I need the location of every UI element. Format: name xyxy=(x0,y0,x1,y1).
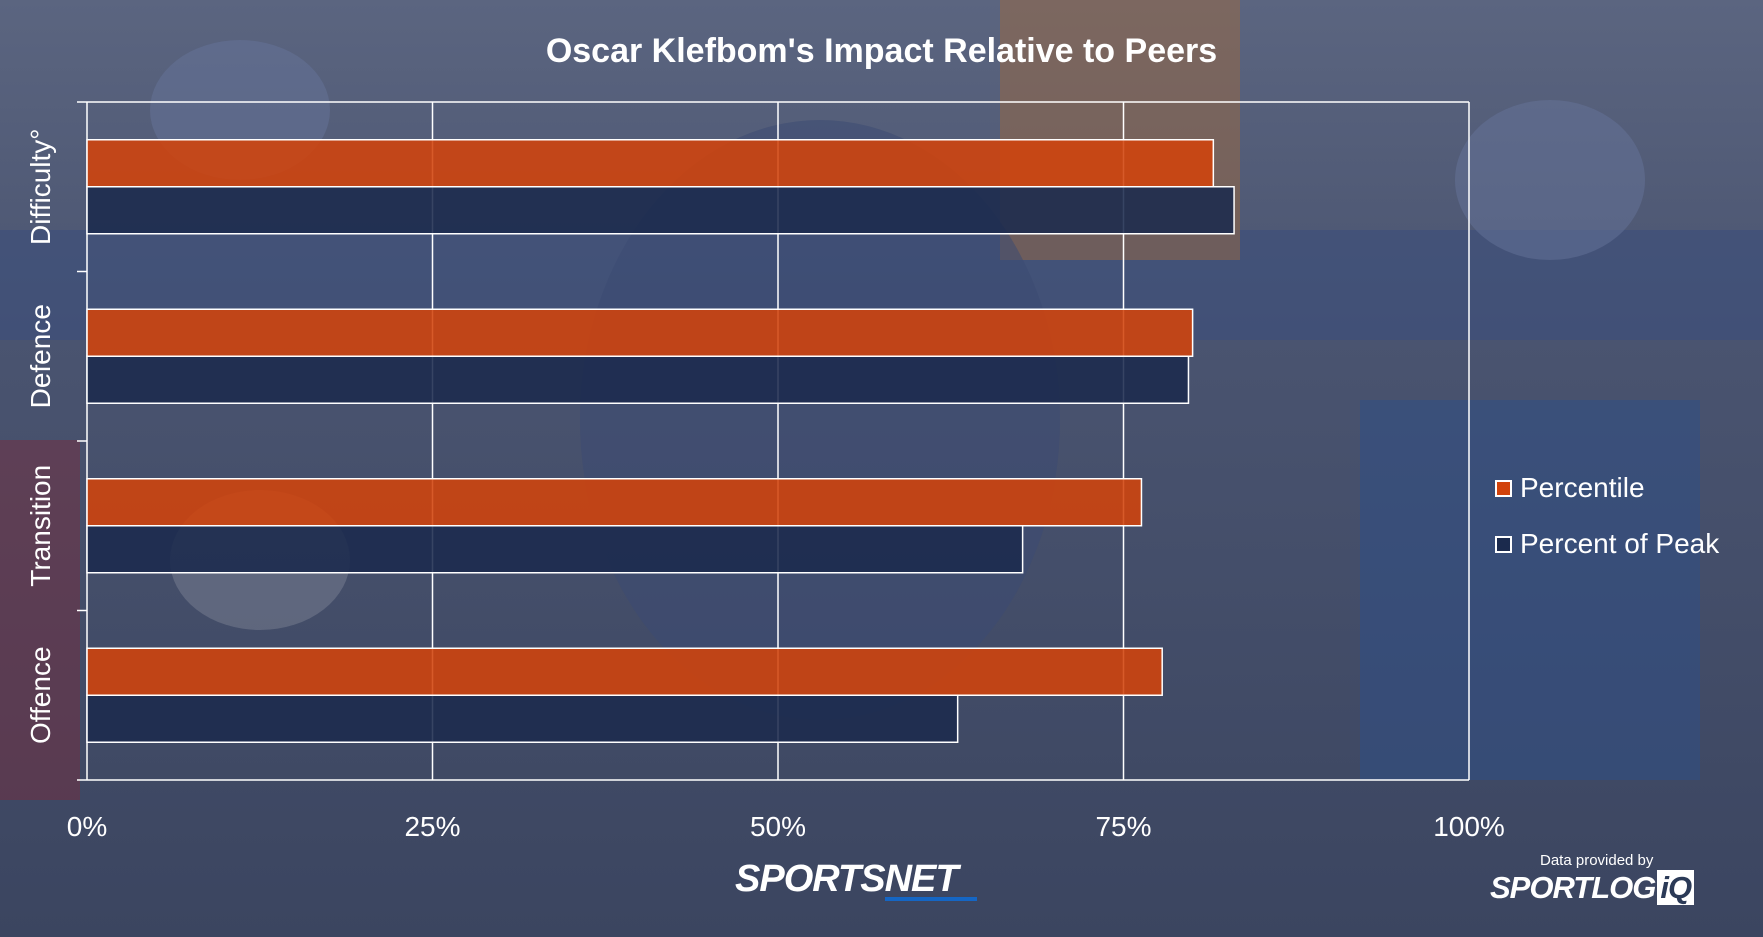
legend-swatch-percentile xyxy=(1495,479,1512,497)
category-labels: Difficulty° Defence Transition Offence xyxy=(25,129,56,745)
category-label: Defence xyxy=(25,304,56,408)
x-axis-tick-labels: 0% 25% 50% 75% 100% xyxy=(67,811,1505,842)
bar-defence-percent-of-peak xyxy=(86,355,1190,404)
bar-defence-percentile xyxy=(86,308,1194,357)
legend: Percentile Percent of Peak xyxy=(1495,460,1719,572)
sportlogiq-logo-suffix: iQ xyxy=(1657,870,1695,905)
sportlogiq-logo: SPORTLOG iQ xyxy=(1490,870,1695,906)
sportsnet-logo-text: SPORTSNET xyxy=(735,858,959,900)
x-tick-label: 100% xyxy=(1433,811,1505,842)
legend-item-percent-of-peak: Percent of Peak xyxy=(1495,516,1719,572)
category-label: Transition xyxy=(25,465,56,587)
legend-label-percent-of-peak: Percent of Peak xyxy=(1520,528,1720,559)
x-tick-label: 50% xyxy=(750,811,806,842)
bar-offence-percent-of-peak xyxy=(86,694,959,743)
bar-offence-percentile xyxy=(86,647,1163,696)
x-tick-label: 75% xyxy=(1095,811,1151,842)
bar-transition-percentile xyxy=(86,478,1143,527)
chart-title: Oscar Klefbom's Impact Relative to Peers xyxy=(545,32,1218,70)
legend-swatch-percent-of-peak xyxy=(1495,535,1512,553)
x-tick-label: 0% xyxy=(67,811,107,842)
legend-label-percentile: Percentile xyxy=(1520,472,1645,503)
bar-difficulty-percent-of-peak xyxy=(86,186,1235,235)
bar-transition-percent-of-peak xyxy=(86,525,1024,574)
sportlogiq-logo-text: SPORTLOG xyxy=(1490,870,1656,905)
sportsnet-logo: SPORTSNET xyxy=(735,858,977,901)
category-label: Offence xyxy=(25,646,56,744)
data-credit-text: Data provided by xyxy=(1540,852,1654,869)
legend-item-percentile: Percentile xyxy=(1495,460,1719,516)
x-tick-label: 25% xyxy=(404,811,460,842)
sportsnet-logo-underline xyxy=(885,897,977,901)
bar-difficulty-percentile xyxy=(86,139,1215,188)
bars xyxy=(86,139,1235,743)
category-label: Difficulty° xyxy=(25,129,56,245)
